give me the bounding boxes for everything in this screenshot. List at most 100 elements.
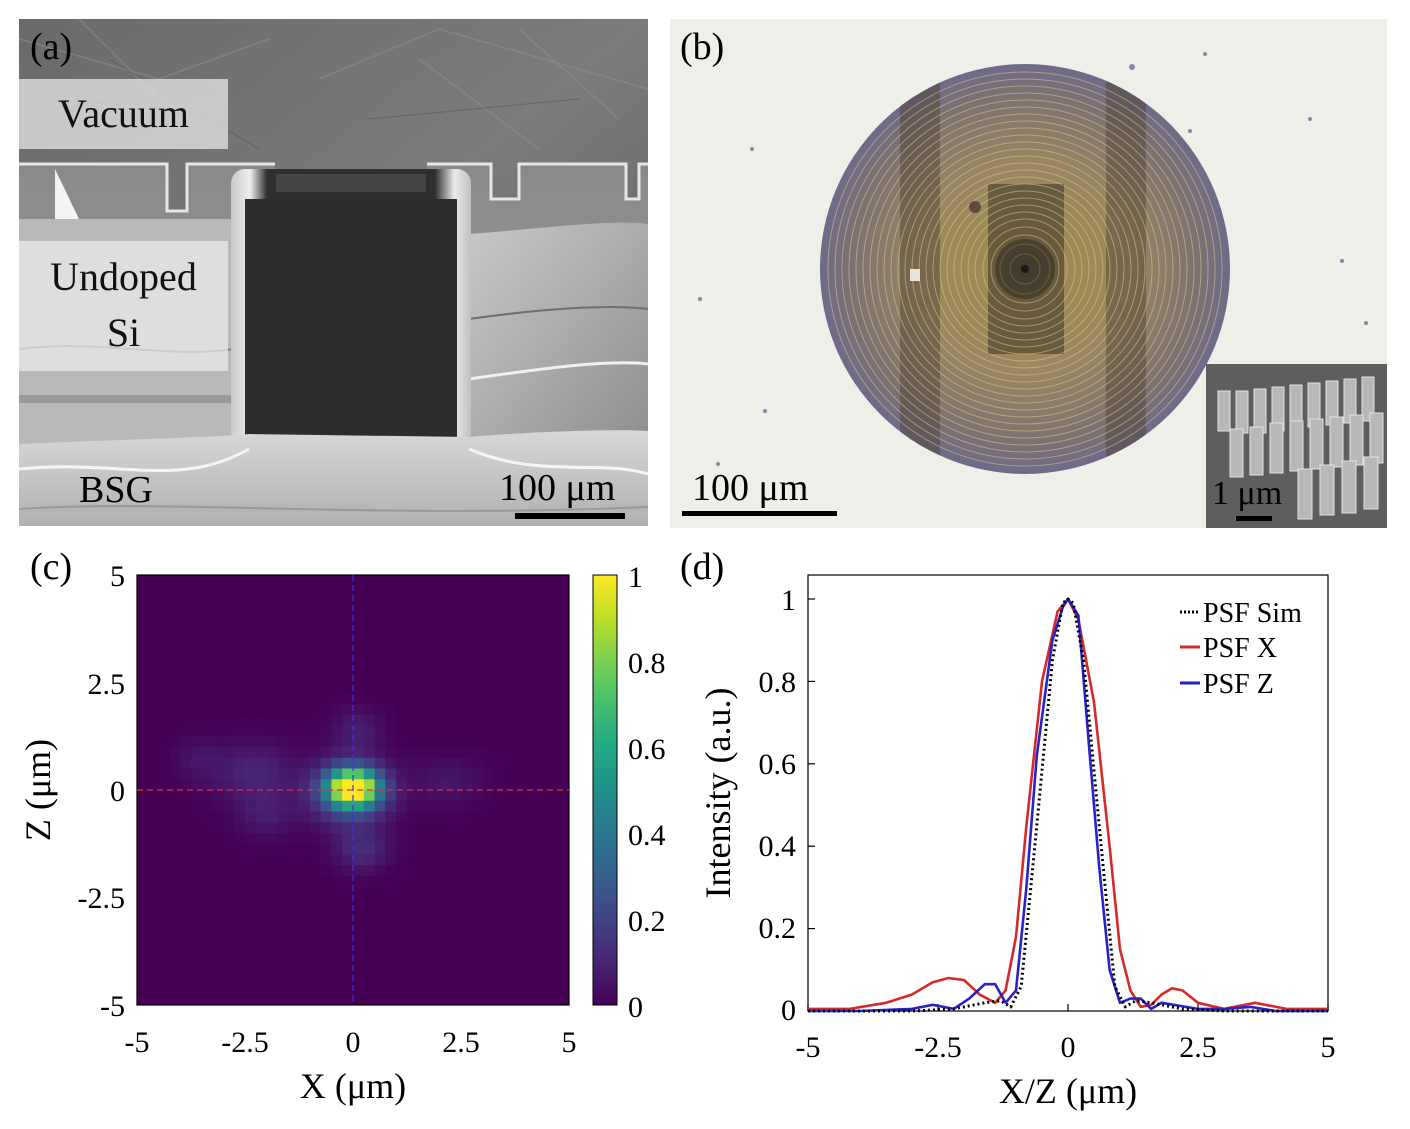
heatmap-cell bbox=[450, 757, 462, 769]
heatmap-cell bbox=[385, 661, 397, 673]
heatmap-cell bbox=[363, 919, 375, 931]
heatmap-cell bbox=[515, 865, 527, 877]
heatmap-cell bbox=[342, 865, 354, 877]
heatmap-cell bbox=[536, 811, 548, 823]
heatmap-cell bbox=[266, 929, 278, 941]
heatmap-cell bbox=[277, 757, 289, 769]
heatmap-cell bbox=[428, 811, 440, 823]
heatmap-cell bbox=[212, 854, 224, 866]
heatmap-cell bbox=[223, 886, 235, 898]
heatmap-cell bbox=[396, 897, 408, 909]
heatmap-cell bbox=[547, 865, 559, 877]
heatmap-cell bbox=[223, 585, 235, 597]
heatmap-cell bbox=[374, 876, 386, 888]
heatmap-cell bbox=[212, 661, 224, 673]
heatmap-cell bbox=[482, 757, 494, 769]
profile-series-group bbox=[808, 597, 1328, 1013]
heatmap-cell bbox=[525, 768, 537, 780]
heatmap-cell bbox=[266, 800, 278, 812]
heatmap-cell bbox=[493, 929, 505, 941]
heatmap-cell bbox=[439, 682, 451, 694]
inset-scalebar-label: 1 μm bbox=[1212, 475, 1283, 512]
heatmap-cell bbox=[147, 650, 159, 662]
heatmap-cell bbox=[461, 639, 473, 651]
heatmap-cell bbox=[525, 736, 537, 748]
heatmap-cell bbox=[147, 671, 159, 683]
heatmap-cell bbox=[471, 951, 483, 963]
heatmap-cell bbox=[342, 596, 354, 608]
heatmap-cell bbox=[482, 736, 494, 748]
heatmap-cell bbox=[558, 768, 570, 780]
heatmap-cell bbox=[158, 865, 170, 877]
heatmap-cell bbox=[309, 714, 321, 726]
heatmap-cell bbox=[234, 811, 246, 823]
heatmap-cell bbox=[169, 768, 181, 780]
heatmap-cell bbox=[223, 736, 235, 748]
heatmap-cell bbox=[439, 693, 451, 705]
heatmap-cell bbox=[547, 650, 559, 662]
bsg-region-label: BSG bbox=[79, 469, 153, 511]
heatmap-cell bbox=[353, 886, 365, 898]
heatmap-cell bbox=[147, 886, 159, 898]
heatmap-cell bbox=[320, 671, 332, 683]
heatmap-cell bbox=[245, 607, 257, 619]
heatmap-cell bbox=[493, 994, 505, 1006]
heatmap-cell bbox=[461, 714, 473, 726]
heatmap-cell bbox=[342, 854, 354, 866]
heatmap-cell bbox=[299, 994, 311, 1006]
heatmap-cell bbox=[288, 790, 300, 802]
heatmap-cell bbox=[277, 800, 289, 812]
heatmap-cell bbox=[353, 682, 365, 694]
heatmap-cell bbox=[158, 725, 170, 737]
heatmap-cell bbox=[525, 854, 537, 866]
heatmap-cell bbox=[288, 983, 300, 995]
heatmap-cell bbox=[212, 618, 224, 630]
heatmap-cell bbox=[396, 833, 408, 845]
heatmap-cell bbox=[201, 886, 213, 898]
heatmap-cell bbox=[374, 951, 386, 963]
heatmap-cell bbox=[234, 639, 246, 651]
heatmap-cell bbox=[277, 714, 289, 726]
heatmap-cell bbox=[299, 575, 311, 587]
heatmap-cell bbox=[342, 671, 354, 683]
heatmap-cell bbox=[255, 843, 267, 855]
heatmap-cell bbox=[169, 757, 181, 769]
heatmap-cell bbox=[320, 682, 332, 694]
heatmap-cell bbox=[201, 596, 213, 608]
heatmap-cell bbox=[374, 972, 386, 984]
heatmap-cell bbox=[493, 714, 505, 726]
heatmap-cell bbox=[407, 682, 419, 694]
panel-a-label: (a) bbox=[30, 26, 73, 68]
heatmap-cell bbox=[482, 962, 494, 974]
heatmap-cell bbox=[223, 661, 235, 673]
heatmap-cell bbox=[396, 714, 408, 726]
heatmap-cell bbox=[147, 865, 159, 877]
heatmap-cell bbox=[450, 596, 462, 608]
heatmap-cell bbox=[461, 768, 473, 780]
heatmap-cell bbox=[471, 650, 483, 662]
heatmap-cell bbox=[245, 596, 257, 608]
heatmap-cell bbox=[277, 929, 289, 941]
heatmap-cell bbox=[363, 951, 375, 963]
heatmap-cell bbox=[450, 790, 462, 802]
heatmap-cell bbox=[191, 736, 203, 748]
heatmap-cell bbox=[201, 962, 213, 974]
heatmap-cell bbox=[461, 833, 473, 845]
colorbar-tick: 0.6 bbox=[628, 733, 666, 766]
heatmap-cell bbox=[320, 628, 332, 640]
heatmap-cell bbox=[461, 929, 473, 941]
heatmap-cell bbox=[212, 585, 224, 597]
heatmap-cell bbox=[288, 628, 300, 640]
heatmap-cell bbox=[299, 693, 311, 705]
heatmap-cell bbox=[169, 736, 181, 748]
heatmap-cell bbox=[515, 994, 527, 1006]
heatmap-cell bbox=[234, 951, 246, 963]
heatmap-cell bbox=[309, 747, 321, 759]
heatmap-cell bbox=[288, 897, 300, 909]
heatmap-cell bbox=[374, 865, 386, 877]
heatmap-cell bbox=[547, 951, 559, 963]
heatmap-cell bbox=[417, 575, 429, 587]
heatmap-cell bbox=[255, 811, 267, 823]
heatmap-cell bbox=[342, 704, 354, 716]
heatmap-cell bbox=[536, 757, 548, 769]
